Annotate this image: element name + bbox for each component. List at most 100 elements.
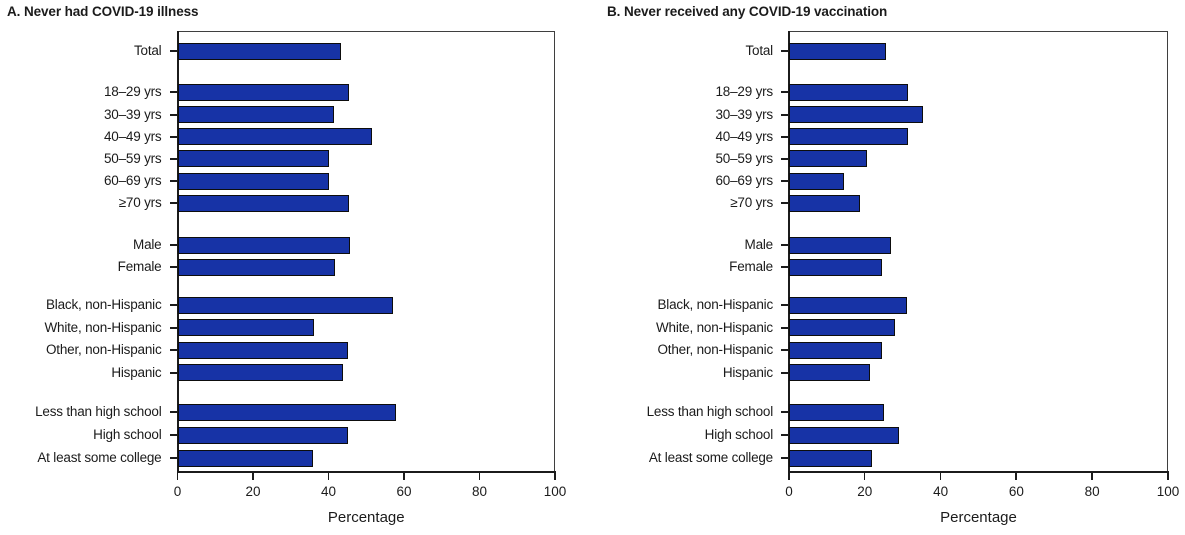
x-tick [403, 473, 405, 480]
panel-b: B. Never received any COVID-19 vaccinati… [593, 0, 1185, 535]
y-tick [169, 434, 178, 436]
y-tick [169, 457, 178, 459]
y-tick [781, 434, 789, 436]
category-label-other-non-hispanic: Other, non-Hispanic [45, 342, 162, 357]
x-axis-line [176, 471, 556, 473]
x-axis-title: Percentage [327, 509, 405, 526]
category-label-black-non-hispanic: Black, non-Hispanic [45, 297, 162, 312]
panel-a-chart: Total 18–29 yrs 30–39 yrs 40–49 yrs 50–59 yr… [0, 31, 592, 535]
category-label-70-yrs: ≥70 yrs [118, 195, 162, 210]
category-label-hispanic: Hispanic [111, 364, 162, 380]
y-tick [781, 371, 789, 374]
y-tick [169, 266, 178, 268]
x-tick-label-20: 20 [245, 484, 261, 499]
x-tick [176, 473, 179, 480]
y-tick [781, 50, 789, 52]
bar-less-than-high-school [789, 403, 885, 421]
bar-70-yrs [177, 194, 350, 212]
panel-b-chart: Total 18–29 yrs 30–39 yrs 40–49 yrs 50–59 yr… [593, 31, 1185, 535]
bar-male [789, 236, 891, 254]
y-tick [781, 202, 789, 204]
category-label-18-29-yrs: 18–29 yrs [715, 84, 774, 99]
bar-less-than-high-school [177, 403, 396, 421]
category-label-30-39-yrs: 30–39 yrs [104, 106, 162, 122]
category-label-70-yrs: ≥70 yrs [730, 195, 773, 210]
bar-60-69-yrs [177, 172, 329, 190]
y-tick [169, 91, 178, 93]
x-tick-label-20: 20 [857, 484, 873, 499]
y-tick [781, 135, 789, 138]
category-label-high-school: High school [93, 427, 162, 442]
category-label-40-49-yrs: 40–49 yrs [104, 128, 162, 144]
category-label-total: Total [133, 43, 162, 58]
y-tick [781, 157, 789, 160]
y-tick [169, 50, 178, 52]
x-axis-title: Percentage [940, 509, 1017, 526]
category-label-at-least-some-college: At least some college [648, 450, 773, 465]
y-tick [169, 113, 178, 116]
x-tick-label-60: 60 [396, 484, 412, 499]
category-label-30-39-yrs: 30–39 yrs [715, 106, 774, 122]
x-tick-label-80: 80 [1084, 484, 1100, 499]
y-tick [169, 180, 178, 182]
bar-hispanic [177, 364, 343, 381]
bar-total [789, 42, 886, 60]
category-label-less-than-high-school: Less than high school [646, 404, 774, 419]
bar-18-29-yrs [789, 83, 908, 101]
bar-black-non-hispanic [789, 296, 908, 314]
x-tick [554, 473, 556, 480]
y-tick [169, 157, 178, 160]
y-tick [781, 349, 789, 351]
x-tick-label-100: 100 [543, 484, 567, 499]
y-tick [781, 91, 789, 93]
bar-at-least-some-college [789, 449, 872, 467]
x-tick-label-40: 40 [320, 484, 337, 499]
category-label-male: Male [133, 237, 162, 252]
bar-40-49-yrs [789, 128, 908, 145]
x-tick-label-0: 0 [173, 484, 182, 499]
x-tick-label-60: 60 [1008, 484, 1024, 499]
bar-male [177, 236, 351, 254]
bar-70-yrs [789, 194, 861, 212]
category-label-hispanic: Hispanic [722, 364, 773, 380]
category-label-other-non-hispanic: Other, non-Hispanic [657, 342, 773, 357]
x-tick-label-80: 80 [471, 484, 488, 499]
bar-high-school [177, 426, 348, 444]
bar-other-non-hispanic [177, 341, 349, 359]
category-label-white-non-hispanic: White, non-Hispanic [44, 319, 162, 335]
x-tick [478, 473, 481, 480]
y-tick [169, 326, 178, 329]
bar-white-non-hispanic [177, 319, 314, 336]
category-label-white-non-hispanic: White, non-Hispanic [655, 319, 773, 335]
y-tick [169, 244, 178, 246]
panel-a: A. Never had COVID-19 illness Total 18–29… [0, 0, 592, 535]
bar-white-non-hispanic [789, 319, 895, 336]
bar-50-59-yrs [789, 150, 868, 167]
panel-b-title: B. Never received any COVID-19 vaccinati… [607, 4, 888, 19]
category-label-50-59-yrs: 50–59 yrs [104, 150, 162, 166]
x-tick-label-0: 0 [785, 484, 793, 499]
category-label-female: Female [729, 259, 773, 274]
y-tick [781, 180, 789, 182]
bar-60-69-yrs [789, 172, 844, 190]
x-tick-label-100: 100 [1156, 484, 1180, 499]
panel-a-title: A. Never had COVID-19 illness [7, 4, 199, 19]
bar-30-39-yrs [177, 106, 334, 123]
x-tick [939, 473, 942, 480]
category-label-40-49-yrs: 40–49 yrs [715, 128, 774, 144]
bar-40-49-yrs [177, 128, 372, 145]
bar-black-non-hispanic [177, 296, 394, 314]
bar-high-school [789, 426, 899, 444]
y-tick [781, 113, 789, 116]
category-label-less-than-high-school: Less than high school [35, 404, 162, 419]
bar-total [177, 42, 342, 60]
category-label-60-69-yrs: 60–69 yrs [715, 173, 774, 188]
bar-female [177, 258, 335, 276]
category-label-female: Female [117, 259, 162, 274]
category-label-high-school: High school [704, 427, 774, 442]
bar-hispanic [789, 364, 871, 381]
y-tick [169, 135, 178, 138]
bar-at-least-some-college [177, 449, 314, 467]
x-tick [863, 473, 866, 480]
